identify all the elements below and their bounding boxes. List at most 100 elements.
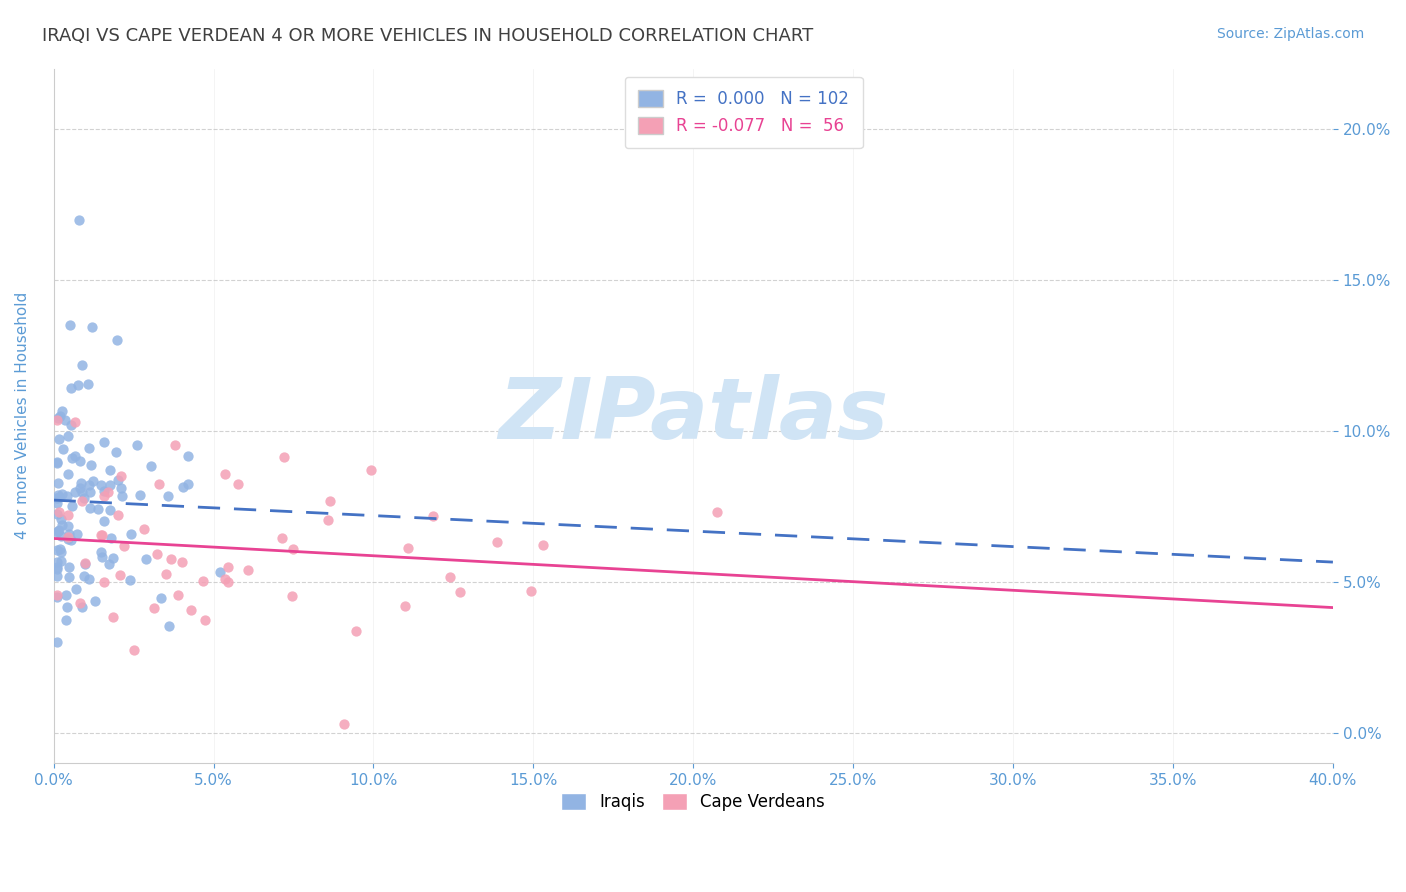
Point: [46, 569, 69, 583]
Point: [110, 481, 132, 495]
Point: [155, 566, 177, 581]
Point: [45, 561, 67, 575]
Point: [122, 642, 145, 657]
Point: [110, 469, 132, 483]
Point: [49, 512, 72, 526]
Point: [214, 572, 236, 586]
Point: [46, 476, 69, 491]
Point: [56, 467, 79, 481]
Point: [48, 524, 70, 538]
Point: [141, 458, 163, 473]
Point: [67, 212, 90, 227]
Point: [104, 445, 127, 459]
Point: [519, 583, 541, 598]
Point: [56, 489, 79, 503]
Point: [112, 539, 135, 553]
Point: [145, 547, 167, 561]
Point: [208, 565, 231, 579]
Point: [172, 556, 194, 570]
Point: [129, 488, 152, 502]
Point: [148, 477, 170, 491]
Text: Source: ZipAtlas.com: Source: ZipAtlas.com: [1216, 27, 1364, 41]
Point: [77, 478, 100, 492]
Point: [90, 528, 112, 542]
Point: [77, 441, 100, 455]
Point: [67, 377, 90, 392]
Point: [51, 544, 73, 558]
Point: [48, 523, 70, 537]
Point: [90, 549, 112, 564]
Point: [59, 381, 82, 395]
Point: [439, 570, 461, 584]
Point: [214, 467, 236, 482]
Point: [273, 450, 295, 464]
Point: [93, 490, 115, 504]
Point: [172, 480, 194, 494]
Point: [73, 557, 96, 571]
Point: [93, 483, 115, 498]
Point: [45, 507, 67, 521]
Point: [55, 613, 77, 627]
Point: [51, 517, 73, 532]
Point: [100, 531, 122, 545]
Point: [46, 411, 69, 425]
Point: [56, 518, 79, 533]
Point: [531, 538, 554, 552]
Point: [45, 590, 67, 604]
Point: [69, 481, 91, 495]
Point: [97, 484, 120, 499]
Point: [70, 493, 93, 508]
Point: [485, 534, 508, 549]
Point: [58, 570, 80, 584]
Point: [45, 560, 67, 574]
Point: [62, 450, 84, 465]
Point: [111, 489, 134, 503]
Point: [180, 603, 202, 617]
Point: [396, 541, 419, 555]
Point: [79, 501, 101, 516]
Point: [58, 527, 80, 541]
Point: [69, 596, 91, 610]
Point: [45, 456, 67, 470]
Point: [66, 526, 89, 541]
Point: [65, 484, 87, 499]
Point: [236, 563, 259, 577]
Point: [70, 484, 93, 499]
Point: [91, 527, 114, 541]
Point: [97, 558, 120, 572]
Point: [46, 488, 69, 502]
Point: [157, 619, 180, 633]
Point: [51, 404, 73, 418]
Point: [344, 624, 367, 638]
Point: [56, 530, 79, 544]
Point: [79, 484, 101, 499]
Point: [70, 600, 93, 615]
Point: [706, 505, 728, 519]
Point: [177, 449, 200, 463]
Point: [127, 438, 149, 452]
Point: [45, 491, 67, 506]
Point: [194, 613, 217, 627]
Point: [82, 320, 104, 334]
Point: [48, 505, 70, 519]
Point: [107, 473, 129, 487]
Text: ZIPatlas: ZIPatlas: [498, 375, 889, 458]
Point: [53, 413, 76, 427]
Point: [49, 409, 72, 423]
Point: [101, 610, 124, 624]
Point: [80, 458, 103, 472]
Point: [422, 509, 444, 524]
Point: [49, 541, 72, 556]
Point: [70, 358, 93, 372]
Point: [217, 574, 239, 589]
Point: [45, 555, 67, 569]
Point: [142, 601, 165, 615]
Legend: Iraqis, Cape Verdeans: Iraqis, Cape Verdeans: [548, 780, 838, 824]
Point: [98, 478, 121, 492]
Point: [72, 491, 94, 505]
Point: [77, 376, 100, 391]
Point: [46, 588, 69, 602]
Text: IRAQI VS CAPE VERDEAN 4 OR MORE VEHICLES IN HOUSEHOLD CORRELATION CHART: IRAQI VS CAPE VERDEAN 4 OR MORE VEHICLES…: [42, 27, 814, 45]
Point: [82, 474, 104, 488]
Point: [51, 487, 73, 501]
